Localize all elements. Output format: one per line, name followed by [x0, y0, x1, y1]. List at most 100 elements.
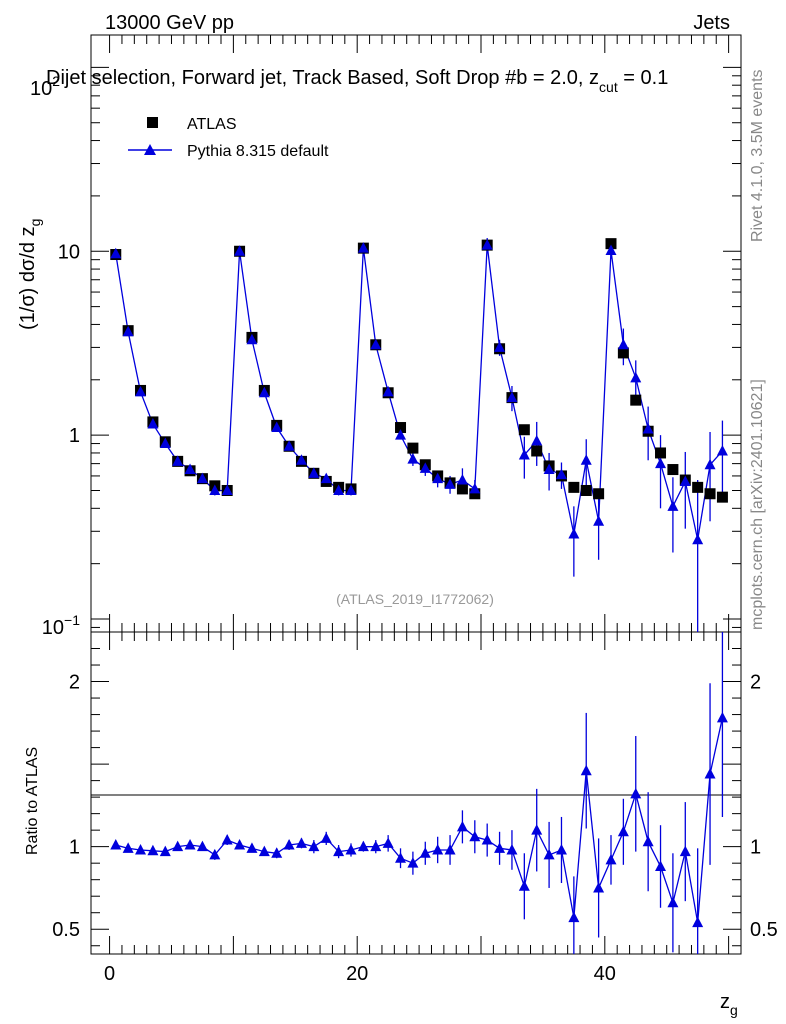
pythia-point [642, 422, 654, 434]
ratio-point [221, 834, 233, 845]
xtick-label: 40 [594, 963, 616, 985]
atlas-point [531, 445, 543, 457]
ratio-point [531, 824, 543, 835]
pythia-point [246, 333, 258, 345]
ratio-point [395, 852, 407, 863]
pythia-point [655, 457, 667, 469]
xtick-label: 20 [346, 963, 368, 985]
atlas-point [456, 483, 468, 495]
pythia-point [110, 247, 122, 259]
pythia-point [679, 475, 691, 486]
atlas-point [605, 238, 617, 250]
pythia-point [580, 454, 592, 465]
pythia-point [568, 527, 580, 539]
ratio-point [679, 845, 691, 857]
pythia-point [518, 448, 530, 460]
legend: ATLAS Pythia 8.315 default [128, 116, 329, 160]
atlas-point [716, 491, 728, 503]
ratio-point [234, 839, 246, 850]
ratio-point [481, 834, 493, 845]
pythia-point [271, 421, 283, 433]
ratio-point [357, 840, 369, 852]
ratio-point [308, 840, 320, 852]
pythia-point [209, 484, 221, 495]
ratio-point [716, 711, 728, 723]
pythia-point [382, 385, 394, 397]
pythia-point [221, 484, 233, 495]
atlas-point [704, 488, 716, 500]
pythia-point [593, 515, 605, 526]
pythia-point [122, 325, 134, 337]
atlas-point [617, 347, 629, 359]
pythia-point [357, 242, 369, 253]
atlas-point [630, 394, 642, 406]
ratio-data [110, 632, 728, 954]
ratio-ytick-label: 2 [69, 672, 80, 694]
pythia-point [333, 484, 345, 495]
ratio-ytick-label: 1 [69, 837, 80, 859]
energy-label: 13000 GeV pp [105, 12, 234, 34]
ratio-point [345, 843, 357, 855]
pythia-point [258, 386, 270, 398]
ratio-point [506, 843, 518, 855]
pythia-point [667, 500, 679, 511]
pythia-point [295, 454, 307, 465]
ratio-line [115, 717, 724, 923]
ratio-point [655, 860, 667, 871]
ratio-point [370, 840, 382, 852]
ytick-label-0.1: 10−1 [42, 612, 80, 639]
pythia-point [419, 462, 431, 473]
legend-atlas-marker [147, 117, 158, 128]
xlabel: zg [720, 991, 738, 1018]
ratio-point [568, 911, 580, 923]
ratio-point [271, 847, 283, 858]
pythia-point [184, 463, 196, 475]
ratio-point [159, 845, 171, 857]
mcplots-label: mcplots.cern.ch [arXiv:2401.10621] [749, 379, 766, 630]
pythia-point [617, 338, 629, 350]
ratio-plot-frame [90, 631, 742, 955]
atlas-point [407, 442, 419, 454]
ratio-point [543, 848, 555, 860]
pythia-point [345, 484, 357, 495]
ratio-point [518, 880, 530, 891]
pythia-line [115, 245, 723, 540]
pythia-point [506, 391, 518, 403]
legend-pythia-marker [144, 144, 156, 155]
pythia-point [147, 417, 159, 429]
pythia-point [407, 453, 419, 464]
atlas-point [667, 464, 679, 476]
ratio-point [258, 845, 270, 857]
ratio-point [692, 916, 704, 928]
pythia-point [159, 437, 171, 449]
pythia-point [283, 440, 295, 451]
top-axis-ticks: 10 1 [58, 35, 741, 632]
ratio-point [172, 840, 184, 852]
ratio-point [630, 787, 642, 799]
pythia-point [630, 371, 642, 383]
ratio-point [295, 837, 307, 848]
ratio-point [419, 847, 431, 858]
ratio-point [432, 843, 444, 855]
ytick-label: 1 [69, 425, 80, 447]
pythia-point [135, 385, 147, 397]
atlas-point [518, 424, 530, 436]
ratio-point [580, 764, 592, 776]
atlas-point [692, 481, 704, 493]
atlas-point [580, 484, 592, 496]
pythia-point [531, 434, 543, 446]
svg-text:mcplots.cern.ch [arXiv:2401.10: mcplots.cern.ch [arXiv:2401.10621] [749, 379, 766, 630]
ratio-point [704, 768, 716, 779]
ratio-point [555, 843, 567, 855]
ratio-point [444, 843, 456, 855]
xtick-label: 0 [104, 963, 115, 985]
ratio-point [246, 842, 258, 853]
pythia-point [395, 429, 407, 440]
pythia-point [481, 239, 493, 250]
pythia-point [370, 338, 382, 350]
ratio-point [147, 844, 159, 856]
legend-atlas-label: ATLAS [187, 116, 237, 133]
atlas-point [395, 422, 407, 434]
pythia-point [704, 458, 716, 470]
